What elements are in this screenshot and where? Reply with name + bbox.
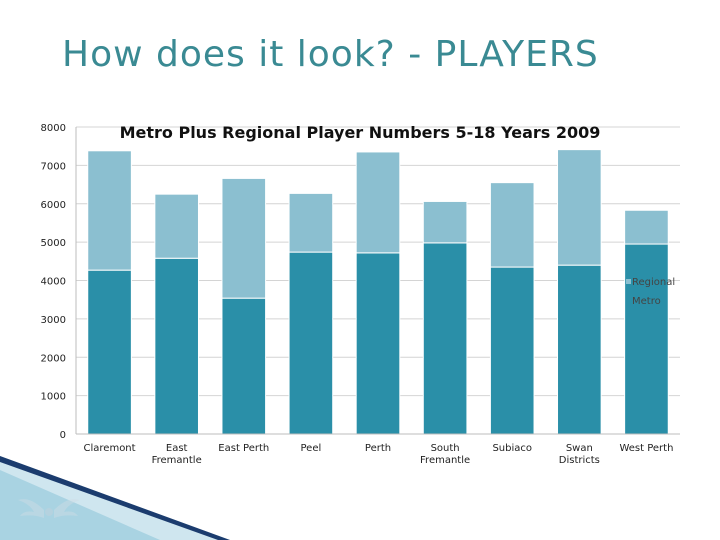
x-tick-label: Perth — [365, 443, 391, 454]
bar-metro-west-perth — [624, 243, 669, 435]
y-tick-label: 5000 — [41, 238, 66, 249]
bar-metro-subiaco — [489, 266, 535, 435]
legend-swatch-metro — [626, 298, 631, 303]
corner-swoosh-decoration — [0, 456, 230, 540]
y-tick-label: 2000 — [41, 353, 66, 364]
bar-regional-south-fremantle — [422, 200, 468, 244]
bar-metro-east-perth — [221, 297, 267, 435]
chart-title: Metro Plus Regional Player Numbers 5-18 … — [120, 123, 601, 142]
bar-regional-subiaco — [489, 182, 535, 268]
y-tick-label: 8000 — [41, 123, 66, 134]
bar-regional-claremont — [87, 150, 132, 271]
y-tick-label: 7000 — [41, 161, 66, 172]
x-tick-label: Peel — [301, 443, 322, 454]
bar-regional-east-perth — [221, 177, 267, 299]
bar-metro-east-fremantle — [154, 257, 199, 435]
slide-title: How does it look? - PLAYERS — [62, 34, 599, 75]
wings-logo-icon — [18, 499, 80, 518]
y-tick-label: 1000 — [41, 392, 66, 403]
x-axis: Claremont East Fremantle East Perth Peel Pert… — [76, 433, 680, 466]
x-tick-label: East Fremantle — [152, 443, 202, 466]
x-tick-label: Claremont — [84, 443, 136, 454]
x-tick-label: West Perth — [619, 443, 673, 454]
legend: Regional Metro — [626, 277, 675, 307]
bar-metro-swan-districts — [557, 264, 602, 435]
x-tick-label: South Fremantle — [420, 443, 470, 466]
bar-regional-swan-districts — [557, 149, 602, 266]
bar-metro-south-fremantle — [422, 242, 468, 435]
bar-metro-claremont — [87, 269, 132, 435]
bar-regional-west-perth — [624, 209, 669, 245]
y-axis: 0 1000 2000 3000 4000 5000 6000 7000 8000 — [41, 123, 77, 441]
y-tick-label: 3000 — [41, 315, 66, 326]
y-tick-label: 4000 — [41, 277, 66, 288]
bar-regional-east-fremantle — [154, 193, 199, 259]
legend-label-regional: Regional — [632, 277, 675, 288]
x-tick-label: Swan Districts — [559, 443, 600, 466]
x-tick-label: Subiaco — [492, 443, 532, 454]
y-tick-label: 0 — [60, 430, 66, 441]
x-tick-label: East Perth — [218, 443, 269, 454]
bar-metro-peel — [288, 251, 334, 435]
bar-metro-perth — [355, 252, 401, 435]
legend-swatch-regional — [626, 279, 631, 284]
bar-regional-perth — [355, 151, 401, 254]
y-tick-label: 6000 — [41, 200, 66, 211]
bar-regional-peel — [288, 192, 334, 253]
bars — [87, 149, 669, 435]
legend-label-metro: Metro — [632, 296, 661, 307]
